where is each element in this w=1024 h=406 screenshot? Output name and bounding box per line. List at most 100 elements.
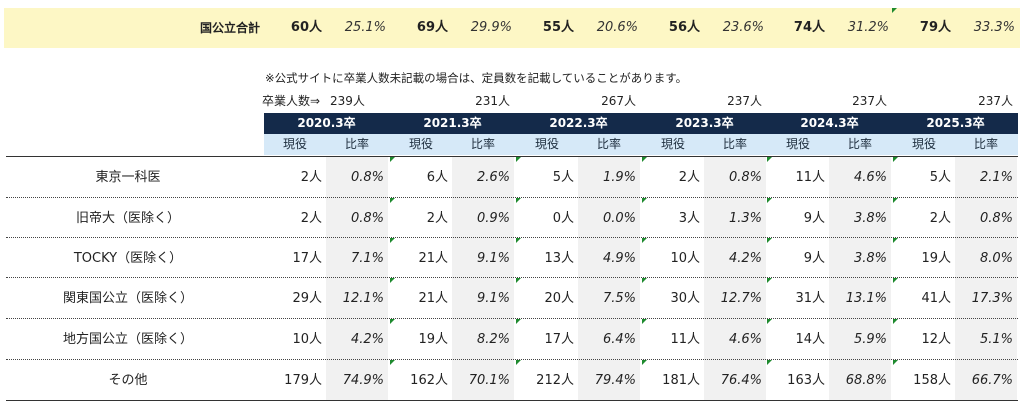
table-cell-count: 2人	[300, 170, 322, 185]
graduates-count: 231人	[475, 94, 510, 108]
row-divider	[6, 318, 1018, 319]
green-marker	[767, 198, 772, 203]
table-cell-ratio: 0.8%	[728, 170, 762, 185]
table-cell-count: 162人	[410, 373, 448, 388]
year-header: 2024.3卒	[800, 116, 859, 130]
row-divider	[6, 359, 1018, 360]
bottom-rule	[6, 400, 1018, 401]
subheader-ratio: 比率	[596, 137, 621, 151]
table-cell-count: 158人	[913, 373, 951, 388]
table-cell-count: 181人	[662, 373, 700, 388]
table-cell-ratio: 12.1%	[342, 291, 384, 306]
row-divider	[6, 237, 1018, 238]
green-marker	[893, 198, 898, 203]
graduates-count: 267人	[601, 94, 636, 108]
totals-ratio: 20.6%	[596, 20, 638, 35]
row-label: その他	[108, 373, 148, 388]
totals-ratio: 23.6%	[722, 20, 764, 35]
totals-count: 79人	[919, 20, 951, 35]
subheader-current: 現役	[660, 137, 685, 151]
table-cell-count: 19人	[921, 251, 951, 266]
table-cell-ratio: 9.1%	[476, 291, 510, 306]
table-cell-ratio: 2.6%	[476, 170, 510, 185]
row-label: TOCKY（医除く）	[73, 251, 183, 266]
green-marker	[516, 198, 521, 203]
table-cell-ratio: 4.9%	[602, 251, 636, 266]
table-cell-count: 13人	[544, 251, 574, 266]
green-marker	[390, 278, 395, 283]
table-cell-count: 12人	[921, 332, 951, 347]
green-marker	[390, 360, 395, 365]
subheader-ratio: 比率	[847, 137, 872, 151]
table-cell-ratio: 2.1%	[979, 170, 1013, 185]
totals-band	[4, 8, 1020, 48]
graduates-count: 237人	[727, 94, 762, 108]
year-header: 2023.3卒	[675, 116, 734, 130]
table-cell-ratio: 0.8%	[350, 170, 384, 185]
green-marker	[767, 238, 772, 243]
table-cell-count: 11人	[795, 170, 825, 185]
green-marker	[390, 157, 395, 162]
subheader-current: 現役	[911, 137, 936, 151]
green-marker	[767, 360, 772, 365]
green-marker	[893, 157, 898, 162]
table-cell-ratio: 1.3%	[728, 211, 762, 226]
table-cell-ratio: 4.2%	[728, 251, 762, 266]
green-marker	[642, 360, 647, 365]
graduates-label: 卒業人数⇒	[261, 94, 320, 108]
totals-count: 60人	[290, 20, 322, 35]
year-header-bar	[264, 113, 1018, 134]
subheader-current: 現役	[534, 137, 559, 151]
subheader-current: 現役	[282, 137, 307, 151]
table-cell-ratio: 0.8%	[350, 211, 384, 226]
totals-count: 74人	[793, 20, 825, 35]
green-marker	[767, 319, 772, 324]
table-cell-ratio: 0.8%	[979, 211, 1013, 226]
table-cell-ratio: 1.9%	[602, 170, 636, 185]
green-marker	[642, 157, 647, 162]
table-cell-ratio: 12.7%	[720, 291, 762, 306]
graduates-count: 239人	[330, 94, 365, 108]
table-cell-count: 17人	[544, 332, 574, 347]
table-cell-count: 212人	[536, 373, 574, 388]
green-marker	[516, 238, 521, 243]
green-marker	[893, 278, 898, 283]
table-cell-ratio: 6.4%	[602, 332, 636, 347]
green-marker	[893, 360, 898, 365]
table-cell-count: 21人	[418, 291, 448, 306]
table-cell-ratio: 74.9%	[342, 373, 384, 388]
table-cell-count: 11人	[670, 332, 700, 347]
row-divider	[6, 277, 1018, 278]
year-header: 2021.3卒	[423, 116, 482, 130]
table-cell-count: 20人	[544, 291, 574, 306]
table-cell-ratio: 17.3%	[971, 291, 1013, 306]
row-label: 旧帝大（医除く）	[75, 211, 180, 226]
table-cell-ratio: 9.1%	[476, 251, 510, 266]
table-cell-count: 14人	[795, 332, 825, 347]
totals-ratio: 29.9%	[470, 20, 512, 35]
header-rule	[6, 156, 1018, 157]
table-cell-count: 30人	[670, 291, 700, 306]
row-label: 東京一科医	[95, 170, 161, 185]
table-cell-ratio: 8.2%	[476, 332, 510, 347]
table-cell-count: 3人	[678, 211, 700, 226]
table-cell-ratio: 4.6%	[853, 170, 887, 185]
totals-count: 55人	[542, 20, 574, 35]
table-cell-count: 5人	[552, 170, 574, 185]
table-cell-ratio: 3.8%	[853, 251, 887, 266]
row-label: 地方国公立（医除く）	[62, 332, 193, 347]
totals-count: 69人	[416, 20, 448, 35]
subheader-bar	[264, 134, 1018, 155]
row-divider	[6, 197, 1018, 198]
footnote-text: ※公式サイトに卒業人数未記載の場合は、定員数を記載していることがあります。	[265, 71, 688, 85]
subheader-current: 現役	[408, 137, 433, 151]
green-marker	[390, 198, 395, 203]
totals-ratio: 25.1%	[344, 20, 386, 35]
table-cell-ratio: 79.4%	[594, 373, 636, 388]
table-cell-count: 2人	[300, 211, 322, 226]
subheader-ratio: 比率	[973, 137, 998, 151]
table-cell-ratio: 66.7%	[971, 373, 1013, 388]
table-cell-count: 31人	[795, 291, 825, 306]
table-cell-count: 0人	[552, 211, 574, 226]
table-cell-count: 29人	[292, 291, 322, 306]
